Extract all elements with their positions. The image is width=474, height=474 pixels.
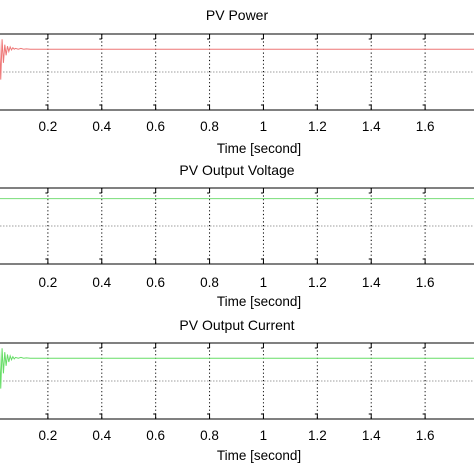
x-tick-label: 0.2 <box>38 119 57 134</box>
x-tick-label: 0.6 <box>146 275 165 290</box>
x-tick-label: 0.4 <box>92 428 111 443</box>
x-tick-label: 1.4 <box>362 119 381 134</box>
x-tick-label: 0.4 <box>92 275 111 290</box>
x-tick-label: 1 <box>260 428 268 443</box>
x-tick-label: 1.6 <box>416 428 435 443</box>
x-tick-label: 1.6 <box>416 119 435 134</box>
x-tick-label: 1 <box>260 119 268 134</box>
x-axis-label: Time [second] <box>217 448 301 463</box>
x-tick-label: 1.6 <box>416 275 435 290</box>
x-tick-label: 0.2 <box>38 428 57 443</box>
x-tick-label: 0.8 <box>200 275 219 290</box>
series-line <box>0 348 474 389</box>
plot-frame <box>0 342 474 420</box>
x-tick-label: 0.4 <box>92 119 111 134</box>
x-tick-label: 1.2 <box>308 275 327 290</box>
x-tick-label: 0.6 <box>146 119 165 134</box>
subplot-2: PV Output Voltage0.20.40.60.811.21.41.61… <box>0 162 474 309</box>
x-tick-label: 0.2 <box>38 275 57 290</box>
subplot-3: PV Output Current0.20.40.60.811.21.41.61… <box>0 317 474 463</box>
x-tick-label: 0.6 <box>146 428 165 443</box>
x-axis-label: Time [second] <box>217 141 301 156</box>
plot-frame <box>0 187 474 265</box>
x-tick-label: 1.2 <box>308 119 327 134</box>
subplot-title: PV Power <box>206 7 269 23</box>
x-tick-label: 1.4 <box>362 275 381 290</box>
plot-frame <box>0 33 474 111</box>
x-tick-label: 1.4 <box>362 428 381 443</box>
subplot-title: PV Output Current <box>179 317 294 333</box>
series-line <box>0 39 474 80</box>
x-tick-label: 0.8 <box>200 428 219 443</box>
x-tick-label: 0.8 <box>200 119 219 134</box>
x-tick-label: 1 <box>260 275 268 290</box>
x-axis-label: Time [second] <box>217 294 301 309</box>
x-tick-label: 1.2 <box>308 428 327 443</box>
subplot-title: PV Output Voltage <box>179 162 294 178</box>
